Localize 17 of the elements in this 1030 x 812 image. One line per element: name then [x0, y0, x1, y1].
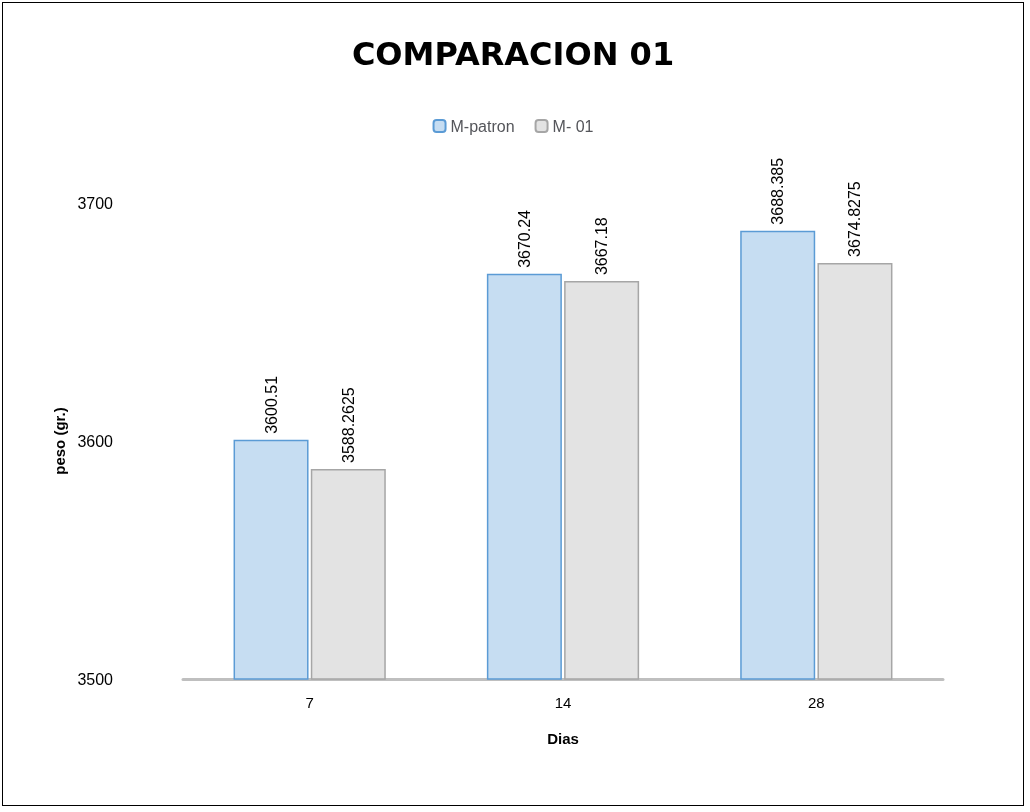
x-axis-title: Dias	[547, 730, 579, 747]
data-label: 3670.24	[515, 209, 533, 268]
x-tick-label: 7	[305, 694, 314, 711]
x-tick-label: 28	[807, 694, 825, 711]
y-tick-label: 3700	[77, 194, 114, 212]
data-label: 3688.385	[769, 157, 787, 225]
y-axis-title: peso (gr.)	[50, 407, 68, 475]
data-label: 3600.51	[262, 375, 280, 434]
legend-label: M- 01	[552, 117, 594, 135]
legend-label: M-patron	[450, 117, 515, 135]
data-label: 3588.2625	[339, 387, 357, 463]
y-tick-label: 3500	[77, 670, 114, 688]
x-tick-label: 14	[554, 694, 572, 711]
y-tick-label: 3600	[77, 432, 114, 450]
data-label: 3674.8275	[846, 181, 864, 257]
chart-title: COMPARACION 01	[351, 35, 675, 73]
data-label: 3667.18	[593, 217, 611, 276]
